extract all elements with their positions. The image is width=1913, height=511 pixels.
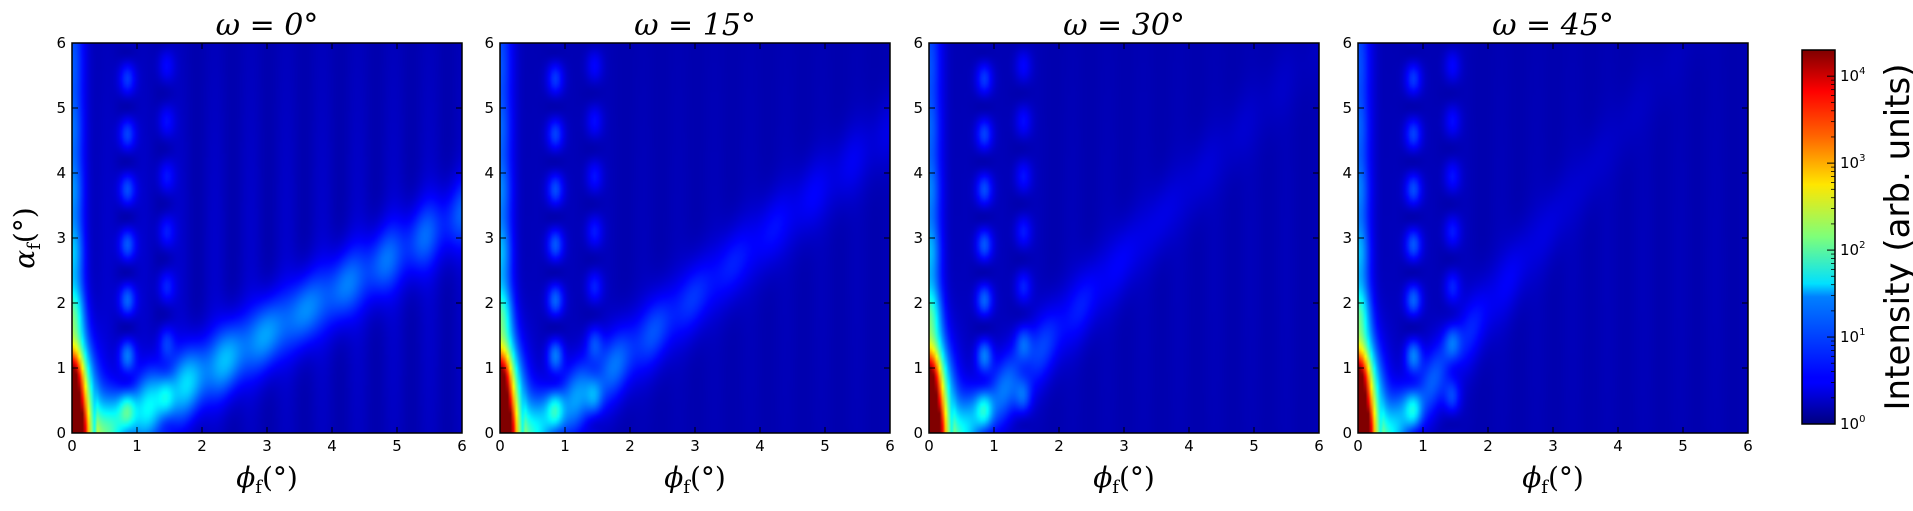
y-tick-label: 4 [1342, 164, 1352, 182]
y-tick-label: 1 [484, 359, 494, 377]
x-tick-label: 0 [924, 437, 934, 455]
y-tick-label: 1 [1342, 359, 1352, 377]
y-tick-label: 1 [56, 359, 66, 377]
panel-2: ω = 30° 0 1 2 3 4 5 6 0 1 2 3 4 5 6 ϕf(°) [913, 8, 1323, 498]
colorbar-tick-label: 103 [1840, 153, 1865, 172]
x-tick-label: 0 [495, 437, 505, 455]
x-tick-label: 5 [820, 437, 830, 455]
y-tick-label: 5 [56, 99, 66, 117]
x-tick-label: 0 [1353, 437, 1363, 455]
x-tick-label: 4 [755, 437, 765, 455]
x-tick-label: 4 [1184, 437, 1194, 455]
y-tick-label: 6 [913, 34, 923, 52]
y-tick-label: 6 [56, 34, 66, 52]
x-axis-label: ϕf(°) [664, 461, 726, 498]
y-tick-label: 6 [1342, 34, 1352, 52]
y-tick-label: 0 [56, 424, 66, 442]
colorbar-tick-label: 102 [1840, 240, 1865, 259]
panel-title: ω = 45° [1492, 8, 1614, 43]
heatmap-image [500, 43, 890, 433]
y-tick-label: 3 [1342, 229, 1352, 247]
x-tick-label: 6 [1314, 437, 1324, 455]
x-tick-label: 5 [1678, 437, 1688, 455]
x-tick-label: 0 [67, 437, 77, 455]
y-tick-label: 2 [56, 294, 66, 312]
y-axis-label-group: αf(°) [8, 207, 45, 268]
heatmap-image [1358, 43, 1748, 433]
x-axis-label: ϕf(°) [236, 461, 298, 498]
x-tick-label: 3 [1119, 437, 1129, 455]
y-tick-label: 2 [484, 294, 494, 312]
colorbar-gradient [1802, 50, 1835, 424]
panel-title: ω = 15° [634, 8, 756, 43]
x-tick-label: 3 [1548, 437, 1558, 455]
x-tick-label: 5 [1249, 437, 1259, 455]
x-tick-label: 3 [690, 437, 700, 455]
y-tick-label: 2 [1342, 294, 1352, 312]
heatmap-image [72, 43, 462, 433]
x-tick-label: 4 [327, 437, 337, 455]
y-tick-label: 0 [913, 424, 923, 442]
x-tick-label: 2 [625, 437, 635, 455]
y-tick-label: 0 [1342, 424, 1352, 442]
x-tick-label: 3 [262, 437, 272, 455]
colorbar-tick-label: 104 [1840, 66, 1865, 85]
x-tick-label: 1 [560, 437, 570, 455]
panel-0: ω = 0° 0 1 2 3 4 5 6 0 1 2 3 4 5 6 ϕf(°) αf(°) [8, 8, 467, 498]
y-tick-label: 5 [484, 99, 494, 117]
y-tick-label: 5 [1342, 99, 1352, 117]
panel-title: ω = 0° [216, 8, 319, 43]
colorbar-tick-label: 100 [1840, 414, 1865, 433]
colorbar-label: Intensity (arb. units) [1878, 64, 1913, 411]
x-axis-label: ϕf(°) [1093, 461, 1155, 498]
y-tick-label: 3 [484, 229, 494, 247]
x-tick-label: 1 [1418, 437, 1428, 455]
y-tick-label: 6 [484, 34, 494, 52]
x-axis-label: ϕf(°) [1522, 461, 1584, 498]
y-tick-label: 4 [56, 164, 66, 182]
x-tick-label: 1 [989, 437, 999, 455]
y-tick-label: 4 [913, 164, 923, 182]
x-tick-label: 5 [392, 437, 402, 455]
y-tick-label: 0 [484, 424, 494, 442]
x-tick-label: 2 [1483, 437, 1493, 455]
x-tick-label: 2 [197, 437, 207, 455]
y-axis-label: αf(°) [8, 207, 45, 268]
colorbar-tick-label: 101 [1840, 327, 1865, 346]
colorbar: 100 101 102 103 104 Intensity (arb. units) [1801, 49, 1913, 433]
y-tick-label: 1 [913, 359, 923, 377]
y-tick-label: 5 [913, 99, 923, 117]
x-tick-label: 2 [1054, 437, 1064, 455]
y-tick-label: 2 [913, 294, 923, 312]
x-tick-label: 6 [457, 437, 467, 455]
x-tick-label: 4 [1613, 437, 1623, 455]
panel-3: ω = 45° 0 1 2 3 4 5 6 0 1 2 3 4 5 6 ϕf(°) [1342, 8, 1752, 498]
x-tick-label: 1 [132, 437, 142, 455]
y-tick-label: 4 [484, 164, 494, 182]
y-tick-label: 3 [913, 229, 923, 247]
panel-1: ω = 15° 0 1 2 3 4 5 6 0 1 2 3 4 5 6 ϕf(°) [484, 8, 894, 498]
x-tick-label: 6 [885, 437, 895, 455]
heatmap-image [929, 43, 1319, 433]
panel-title: ω = 30° [1063, 8, 1185, 43]
colorbar-frame [1801, 49, 1836, 425]
y-tick-label: 3 [56, 229, 66, 247]
x-tick-label: 6 [1743, 437, 1753, 455]
